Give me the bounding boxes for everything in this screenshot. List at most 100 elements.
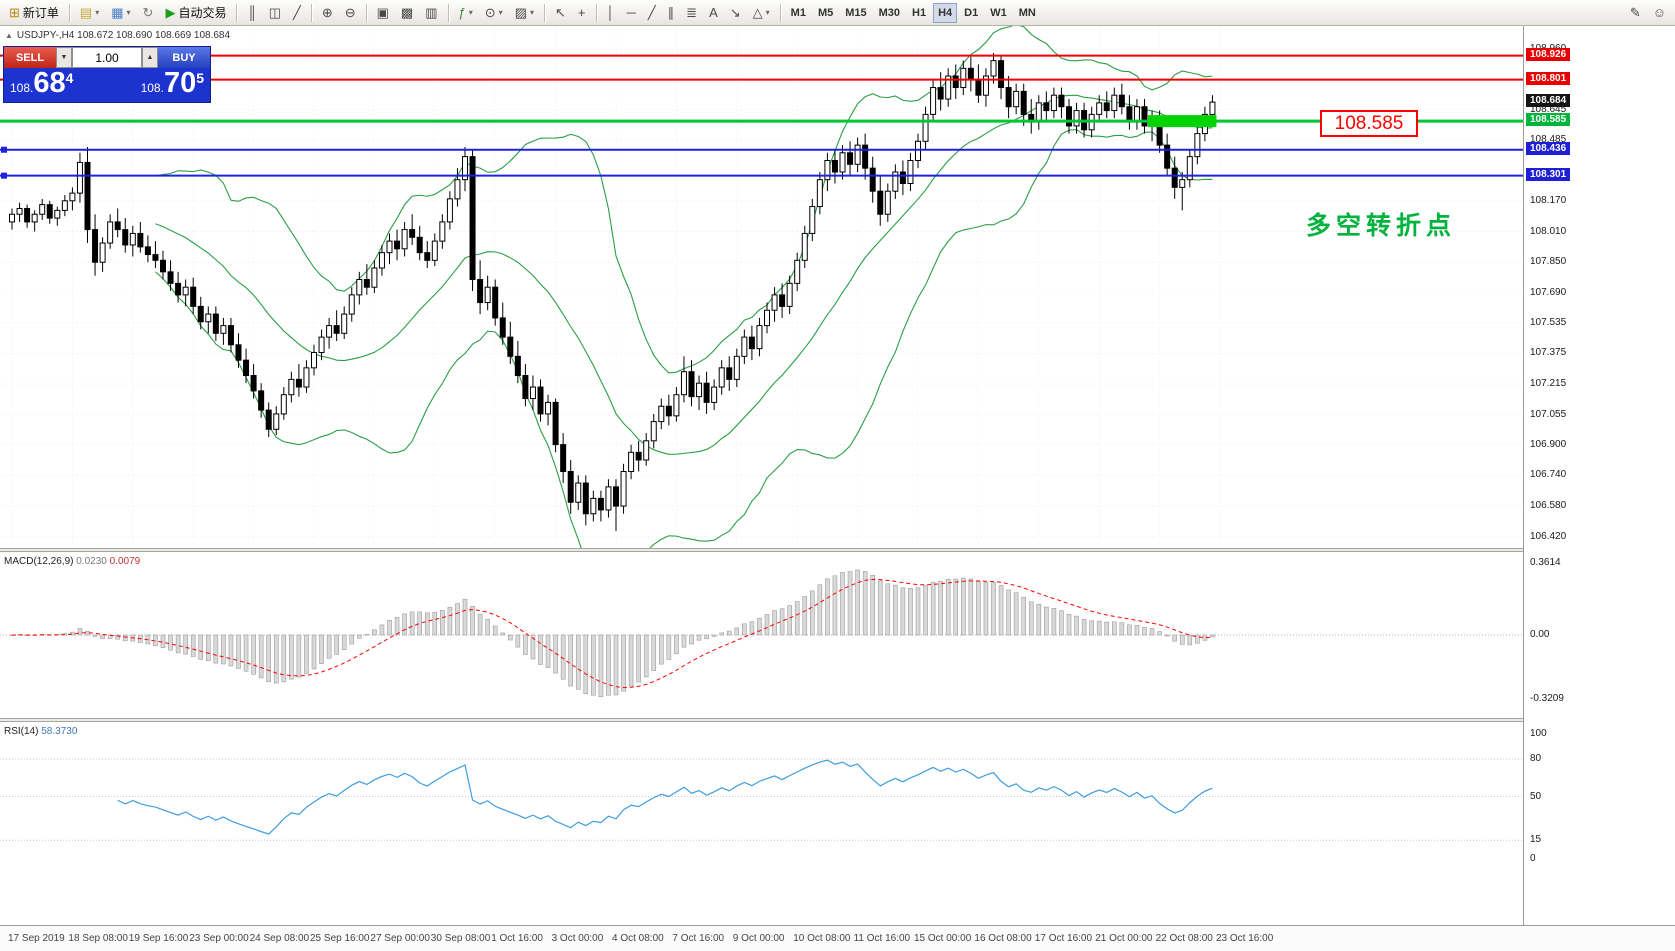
date-label: 7 Oct 16:00 bbox=[672, 933, 725, 944]
highlight-zone[interactable] bbox=[1148, 115, 1217, 128]
line-chart-button[interactable]: ╱ bbox=[288, 3, 306, 23]
axis-label: 107.850 bbox=[1530, 256, 1567, 268]
axis-label: 50 bbox=[1530, 790, 1542, 802]
tile-windows-button[interactable]: ▣ bbox=[372, 3, 394, 23]
timeframe-h1-button[interactable]: H1 bbox=[907, 3, 931, 23]
auto-arrange-button[interactable]: ▥ bbox=[420, 3, 442, 23]
macd-panel[interactable] bbox=[0, 552, 1523, 718]
hline-handle[interactable] bbox=[1, 146, 7, 153]
line-chart-icon: ╱ bbox=[292, 5, 301, 20]
fibonacci-button[interactable]: ≣ bbox=[681, 3, 702, 23]
autotrading-button-label: 自动交易 bbox=[178, 6, 227, 20]
timeframe-h4-button-label: H4 bbox=[938, 6, 953, 19]
pencil-button[interactable]: ✎ bbox=[1625, 3, 1646, 23]
toolbar-separator bbox=[68, 3, 70, 22]
axis-label: 100 bbox=[1530, 728, 1547, 739]
toolbar-separator bbox=[595, 3, 597, 22]
indicators-button[interactable]: ƒ ▾ bbox=[454, 3, 478, 23]
cascade-windows-button[interactable]: ▩ bbox=[396, 3, 418, 23]
price-level-callout[interactable]: 108.585 bbox=[1320, 110, 1418, 137]
volume-decrease-button[interactable]: ▼ bbox=[56, 47, 72, 68]
date-label: 30 Sep 08:00 bbox=[430, 933, 491, 944]
panel-separator-macd[interactable] bbox=[0, 548, 1675, 552]
profiles-button[interactable]: ▦ ▾ bbox=[106, 3, 135, 23]
horizontal-line-button[interactable]: ─ bbox=[622, 3, 641, 23]
timeframe-d1-button[interactable]: D1 bbox=[959, 3, 983, 23]
timeframe-d1-button-label: D1 bbox=[964, 6, 979, 19]
trendline-button[interactable]: ╱ bbox=[643, 3, 661, 23]
date-label: 1 Oct 16:00 bbox=[491, 933, 543, 944]
timeframe-mn-button-label: MN bbox=[1018, 6, 1036, 19]
axis-label: 80 bbox=[1530, 753, 1542, 764]
templates-button[interactable]: ▨ ▾ bbox=[510, 3, 539, 23]
templates-icon: ▨ bbox=[514, 5, 527, 20]
cursor-button[interactable]: ↖ bbox=[550, 3, 571, 23]
sell-button[interactable]: SELL bbox=[4, 47, 56, 68]
timeframe-m5-button-label: M5 bbox=[817, 6, 834, 19]
auto-arrange-icon: ▥ bbox=[425, 5, 438, 20]
axis-label: 0.3614 bbox=[1530, 556, 1561, 568]
horizontal-lines bbox=[0, 54, 1523, 179]
axis-label: 107.375 bbox=[1530, 347, 1567, 359]
timeframe-h4-button[interactable]: H4 bbox=[933, 2, 958, 23]
date-label: 23 Sep 00:00 bbox=[189, 933, 249, 944]
tile-windows-icon: ▣ bbox=[376, 5, 389, 20]
crosshair-button[interactable]: + bbox=[573, 3, 591, 23]
shapes-button[interactable]: △ ▾ bbox=[748, 3, 775, 23]
panel-separator-rsi[interactable] bbox=[0, 718, 1675, 722]
chart-symbol-info: ▲ USDJPY-,H4 108.672 108.690 108.669 108.… bbox=[5, 30, 230, 41]
text-button[interactable]: A bbox=[704, 3, 723, 23]
candlestick-chart-button[interactable]: ◫ bbox=[264, 3, 286, 23]
bar-chart-button[interactable]: ║ bbox=[242, 3, 261, 23]
zoom-out-button[interactable]: ⊖ bbox=[340, 3, 361, 23]
buy-button[interactable]: BUY bbox=[158, 47, 210, 68]
macd-label: MACD(12,26,9) 0.0230 0.0079 bbox=[4, 556, 140, 567]
turning-point-note[interactable]: 多空转折点 bbox=[1306, 212, 1457, 240]
axis-label: 106.580 bbox=[1530, 500, 1567, 512]
buy-price-pipette: 5 bbox=[196, 70, 204, 86]
one-click-collapse-icon[interactable]: ▲ bbox=[5, 31, 13, 40]
periods-button[interactable]: ⊙ ▾ bbox=[480, 3, 508, 23]
new-order-button[interactable]: ⊞ 新订单 bbox=[4, 3, 64, 23]
timeframe-m1-button-label: M1 bbox=[790, 6, 806, 19]
axis-label: 108.645 bbox=[1530, 103, 1567, 115]
help-button[interactable]: ☺ bbox=[1648, 3, 1671, 23]
timeframe-m1-button[interactable]: M1 bbox=[786, 3, 811, 23]
date-label: 27 Sep 00:00 bbox=[370, 933, 430, 944]
hline-handle[interactable] bbox=[1, 172, 7, 179]
volume-input[interactable] bbox=[72, 47, 142, 68]
timeframe-m15-button[interactable]: M15 bbox=[840, 3, 871, 23]
zoom-in-button[interactable]: ⊕ bbox=[317, 3, 338, 23]
indicators-button-dropdown-icon: ▾ bbox=[468, 8, 473, 17]
volume-increase-button[interactable]: ▲ bbox=[142, 47, 158, 68]
profiles-icon: ▦ bbox=[111, 5, 124, 20]
sell-price[interactable]: 108.684 bbox=[10, 69, 73, 98]
vertical-line-button[interactable]: │ bbox=[602, 3, 620, 23]
date-label: 9 Oct 00:00 bbox=[732, 933, 785, 944]
one-click-trading-panel: SELL ▼ ▲ BUY 108.684 108.705 bbox=[3, 46, 211, 103]
date-label: 17 Oct 16:00 bbox=[1034, 933, 1093, 944]
rsi-line bbox=[117, 759, 1213, 835]
price-chart[interactable] bbox=[0, 26, 1523, 548]
channel-button[interactable]: ∥ bbox=[663, 3, 680, 23]
profiles-button-dropdown-icon: ▾ bbox=[126, 8, 131, 17]
buy-price[interactable]: 108.705 bbox=[141, 69, 204, 98]
timeframe-w1-button[interactable]: W1 bbox=[985, 3, 1012, 23]
timeframe-m30-button[interactable]: M30 bbox=[874, 3, 905, 23]
autotrading-button[interactable]: ▶ 自动交易 bbox=[160, 3, 231, 23]
timeframe-mn-button[interactable]: MN bbox=[1014, 3, 1041, 23]
axis-label: 108.485 bbox=[1530, 134, 1567, 146]
shapes-icon: △ bbox=[752, 5, 763, 20]
new-chart-button[interactable]: ▤ ▾ bbox=[75, 3, 104, 23]
periods-clock-icon: ⊙ bbox=[484, 5, 496, 20]
timeframe-m5-button[interactable]: M5 bbox=[813, 3, 838, 23]
arrow-label-button[interactable]: ↘ bbox=[725, 3, 746, 23]
date-label: 22 Oct 08:00 bbox=[1155, 933, 1213, 944]
rsi-panel[interactable] bbox=[0, 722, 1523, 925]
price-tag: 108.585 bbox=[1526, 113, 1571, 127]
periods-button-dropdown-icon: ▾ bbox=[498, 8, 503, 17]
macd-name: MACD(12,26,9) bbox=[4, 556, 74, 567]
refresh-button[interactable]: ↻ bbox=[138, 3, 159, 23]
date-label: 21 Oct 00:00 bbox=[1095, 933, 1153, 944]
axis-label: 106.420 bbox=[1530, 530, 1567, 542]
